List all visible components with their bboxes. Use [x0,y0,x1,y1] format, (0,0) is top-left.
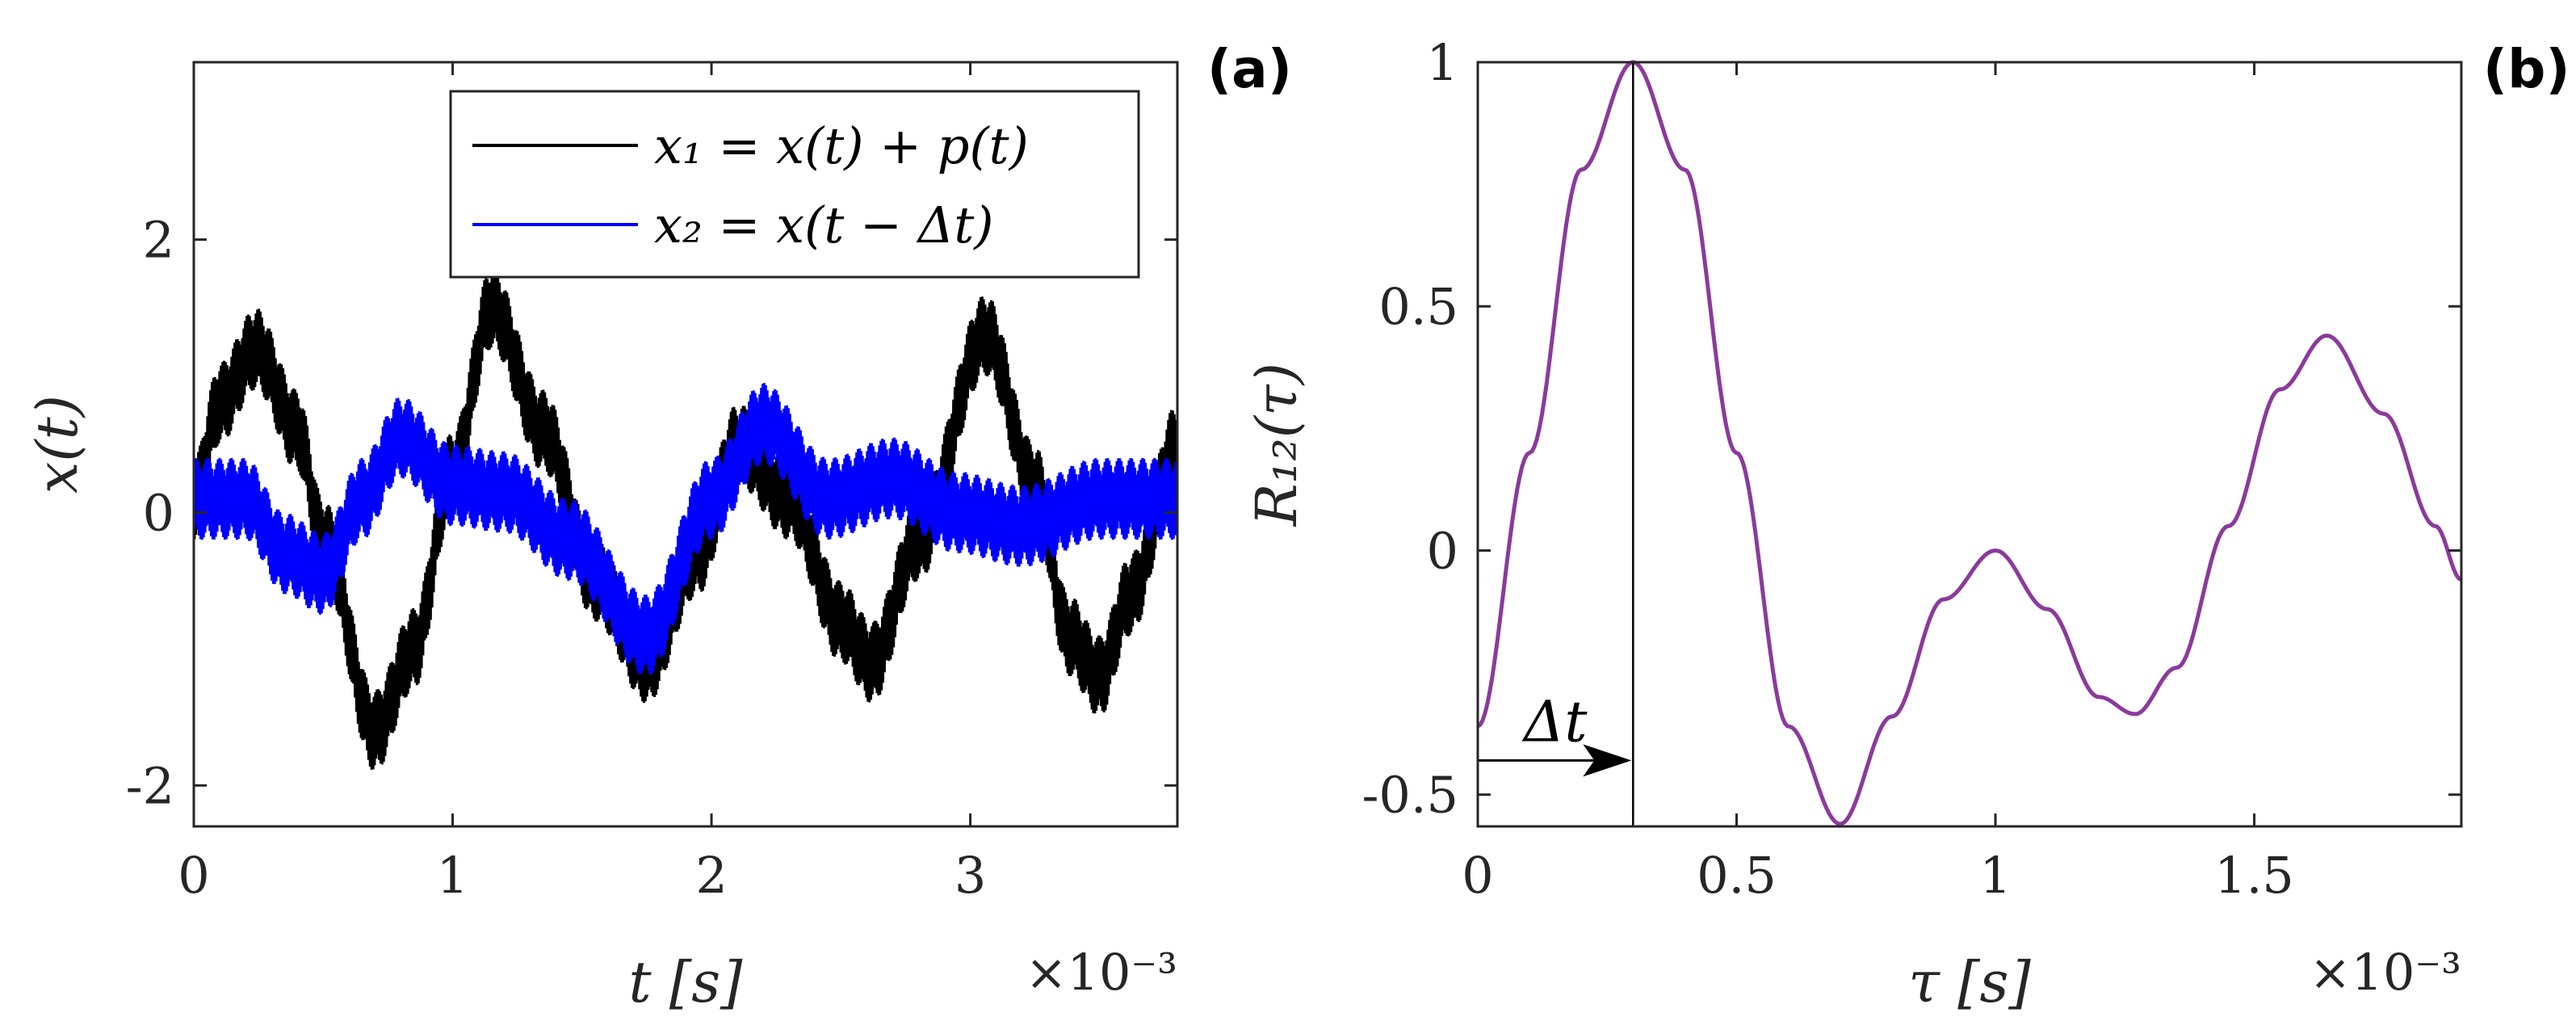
panel-a-ytick-label: 2 [143,211,174,270]
legend: x₁ = x(t) + p(t) x₂ = x(t − Δt) [449,90,1140,279]
panel-b-series-group [1476,60,2463,826]
panel-a-plot-frame [192,61,1179,828]
panel-b-ytick-label: 0.5 [1378,277,1458,336]
panel-b-label: (b) [2483,38,2570,100]
panel-a-series-group [194,268,1177,770]
legend-entry-x2: x₂ = x(t − Δt) [654,195,994,254]
panel-b: Δt 0 0.5 1 1.5-0.500.51 τ [s] R₁₂(τ) ×10⁻³ … [1244,33,2570,1015]
panel-b-x-exponent: ×10⁻³ [2310,943,2461,1002]
delta-t-arrow-head [1583,744,1632,777]
panel-a: 0 1 2 3-202 x₁ = x(t) + p(t) x₂ = x(t − Δt)… [24,38,1292,1015]
series-line-r12 [1476,60,2463,826]
panel-b-ytick-label: -0.5 [1361,766,1458,825]
panel-b-ytick-label: 0 [1427,521,1458,580]
panel-b-xtick-label: 1 [1979,846,2011,905]
panel-b-xtick-label: 0 [1462,846,1493,905]
panel-a-ylabel: x(t) [24,395,90,494]
panel-b-xtick-label: 1.5 [2214,846,2294,905]
panel-a-x-exponent: ×10⁻³ [1026,943,1177,1002]
panel-b-xtick-label: 0.5 [1697,846,1777,905]
panel-a-xtick-label: 1 [437,846,468,905]
delta-t-label: Δt [1521,688,1588,754]
panel-a-xlabel: t [s] [629,949,744,1015]
legend-entry-x1: x₁ = x(t) + p(t) [654,116,1029,175]
panel-b-xlabel: τ [s] [1908,949,2031,1015]
legend-box [449,90,1140,279]
panel-a-xtick-label: 3 [954,846,986,905]
panel-b-ticks: 0 0.5 1 1.5-0.500.51 [1361,33,2461,905]
panel-a-label: (a) [1207,38,1292,100]
panel-a-xtick-label: 0 [178,846,209,905]
panel-b-ylabel: R₁₂(τ) [1244,363,1310,528]
panel-a-ytick-label: 0 [143,483,174,542]
panel-a-ticks: 0 1 2 3-202 [126,62,1177,905]
panel-a-xtick-label: 2 [695,846,727,905]
series-line-x2 [194,383,1177,675]
delta-t-annotation: Δt [1478,62,1634,826]
panel-b-plot-frame [1476,61,2463,828]
panel-a-ytick-label: -2 [126,756,174,815]
panel-b-ytick-label: 1 [1427,33,1458,92]
